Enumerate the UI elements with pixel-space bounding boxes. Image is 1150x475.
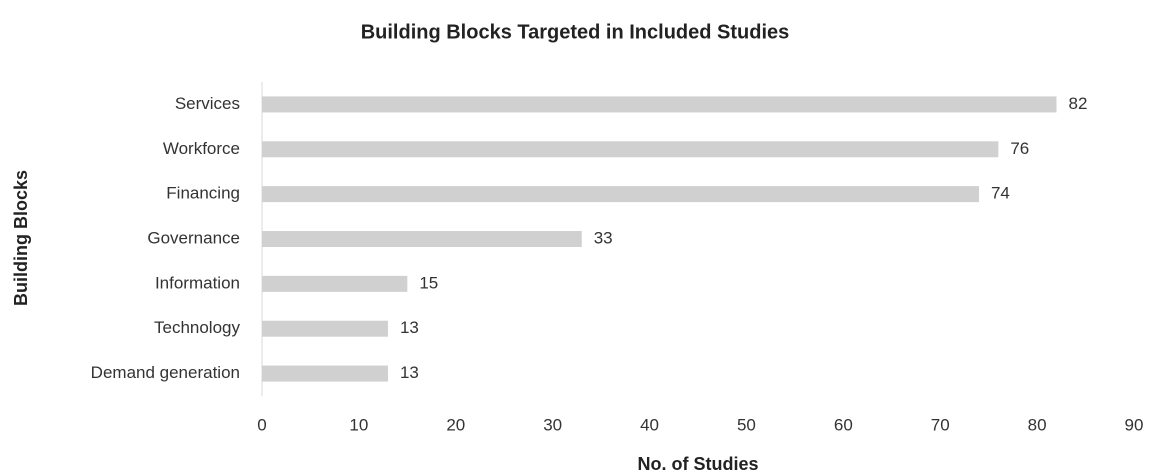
bar [262, 141, 999, 158]
chart-title: Building Blocks Targeted in Included Stu… [361, 21, 790, 43]
y-tick-label: Demand generation [91, 363, 240, 382]
x-tick-label: 60 [834, 415, 853, 434]
x-tick-label: 50 [737, 415, 756, 434]
bar [262, 365, 388, 382]
x-tick-label: 80 [1028, 415, 1047, 434]
bar [262, 275, 408, 292]
value-label: 13 [400, 363, 419, 382]
y-tick-label: Workforce [163, 139, 240, 158]
y-axis-title: Building Blocks [11, 170, 31, 306]
bar [262, 320, 388, 337]
value-label: 76 [1010, 139, 1029, 158]
bar [262, 96, 1057, 113]
x-tick-label: 70 [931, 415, 950, 434]
value-label: 82 [1068, 94, 1087, 113]
x-tick-label: 90 [1125, 415, 1144, 434]
y-tick-label: Information [155, 273, 240, 292]
y-tick-label: Services [175, 94, 240, 113]
bar [262, 231, 582, 247]
x-axis-title: No. of Studies [638, 454, 759, 474]
x-tick-label: 0 [257, 415, 266, 434]
x-tick-label: 20 [446, 415, 465, 434]
x-tick-label: 10 [349, 415, 368, 434]
value-label: 13 [400, 318, 419, 337]
y-tick-label: Financing [166, 184, 240, 203]
value-label: 33 [594, 228, 613, 247]
x-tick-label: 40 [640, 415, 659, 434]
y-tick-label: Governance [147, 228, 240, 247]
value-label: 15 [419, 273, 438, 292]
bar [262, 186, 979, 203]
value-label: 74 [991, 184, 1010, 203]
y-tick-label: Technology [154, 318, 241, 337]
x-tick-label: 30 [543, 415, 562, 434]
